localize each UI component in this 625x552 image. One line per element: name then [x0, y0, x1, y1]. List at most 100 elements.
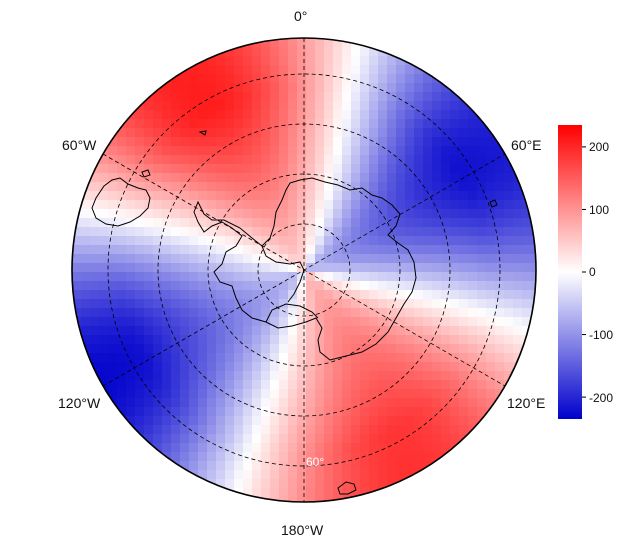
- field-cell: [351, 263, 361, 273]
- field-cell: [369, 407, 379, 417]
- field-cell: [333, 407, 343, 417]
- field-cell: [324, 479, 334, 489]
- field-cell: [486, 335, 496, 345]
- field-cell: [531, 281, 536, 291]
- field-cell: [162, 65, 172, 75]
- field-cell: [441, 92, 451, 102]
- field-cell: [144, 344, 154, 354]
- field-cell: [324, 317, 334, 327]
- field-cell: [531, 326, 536, 336]
- field-cell: [387, 452, 397, 462]
- field-cell: [90, 236, 100, 246]
- field-cell: [216, 389, 226, 399]
- field-cell: [216, 335, 226, 345]
- field-cell: [414, 380, 424, 390]
- field-cell: [135, 227, 145, 237]
- field-cell: [279, 317, 289, 327]
- field-cell: [378, 245, 388, 255]
- field-cell: [81, 362, 91, 372]
- field-cell: [234, 254, 244, 264]
- field-cell: [369, 335, 379, 345]
- field-cell: [117, 317, 127, 327]
- field-cell: [459, 416, 469, 426]
- field-cell: [450, 146, 460, 156]
- field-cell: [387, 479, 397, 489]
- field-cell: [288, 137, 298, 147]
- field-cell: [441, 443, 451, 453]
- field-cell: [378, 254, 388, 264]
- field-cell: [522, 272, 532, 282]
- field-cell: [279, 209, 289, 219]
- field-cell: [261, 110, 271, 120]
- field-cell: [396, 362, 406, 372]
- field-cell: [450, 380, 460, 390]
- field-cell: [72, 299, 82, 309]
- field-cell: [396, 407, 406, 417]
- field-cell: [234, 227, 244, 237]
- field-cell: [450, 236, 460, 246]
- field-cell: [225, 164, 235, 174]
- field-cell: [171, 245, 181, 255]
- field-cell: [423, 209, 433, 219]
- field-cell: [351, 434, 361, 444]
- field-cell: [477, 272, 487, 282]
- field-cell: [504, 272, 514, 282]
- field-cell: [387, 101, 397, 111]
- field-cell: [243, 146, 253, 156]
- field-cell: [171, 65, 181, 75]
- field-cell: [333, 425, 343, 435]
- field-cell: [450, 218, 460, 228]
- field-cell: [495, 353, 505, 363]
- field-cell: [342, 191, 352, 201]
- field-cell: [207, 245, 217, 255]
- field-cell: [378, 263, 388, 273]
- field-cell: [342, 110, 352, 120]
- field-cell: [504, 164, 514, 174]
- field-cell: [135, 281, 145, 291]
- field-cell: [270, 281, 280, 291]
- field-cell: [189, 317, 199, 327]
- field-cell: [459, 119, 469, 129]
- field-cell: [234, 461, 244, 471]
- field-cell: [270, 326, 280, 336]
- field-cell: [189, 362, 199, 372]
- field-cell: [90, 272, 100, 282]
- field-cell: [72, 272, 82, 282]
- field-cell: [432, 443, 442, 453]
- field-cell: [225, 74, 235, 84]
- field-cell: [306, 146, 316, 156]
- field-cell: [369, 182, 379, 192]
- field-cell: [522, 362, 532, 372]
- field-cell: [243, 110, 253, 120]
- field-cell: [315, 191, 325, 201]
- field-cell: [333, 110, 343, 120]
- field-cell: [126, 137, 136, 147]
- field-cell: [351, 119, 361, 129]
- field-cell: [396, 254, 406, 264]
- field-cell: [198, 227, 208, 237]
- field-cell: [315, 479, 325, 489]
- field-cell: [414, 398, 424, 408]
- field-cell: [522, 326, 532, 336]
- field-cell: [207, 65, 217, 75]
- field-cell: [162, 164, 172, 174]
- field-cell: [297, 236, 307, 246]
- field-cell: [99, 236, 109, 246]
- field-cell: [144, 110, 154, 120]
- field-cell: [279, 155, 289, 165]
- field-cell: [153, 173, 163, 183]
- field-cell: [207, 272, 217, 282]
- field-cell: [225, 371, 235, 381]
- field-cell: [108, 245, 118, 255]
- field-cell: [72, 254, 82, 264]
- field-cell: [153, 353, 163, 363]
- field-cell: [108, 362, 118, 372]
- field-cell: [243, 191, 253, 201]
- field-cell: [99, 191, 109, 201]
- field-cell: [306, 74, 316, 84]
- field-cell: [459, 290, 469, 300]
- field-cell: [252, 245, 262, 255]
- field-cell: [360, 272, 370, 282]
- field-cell: [162, 137, 172, 147]
- field-cell: [126, 263, 136, 273]
